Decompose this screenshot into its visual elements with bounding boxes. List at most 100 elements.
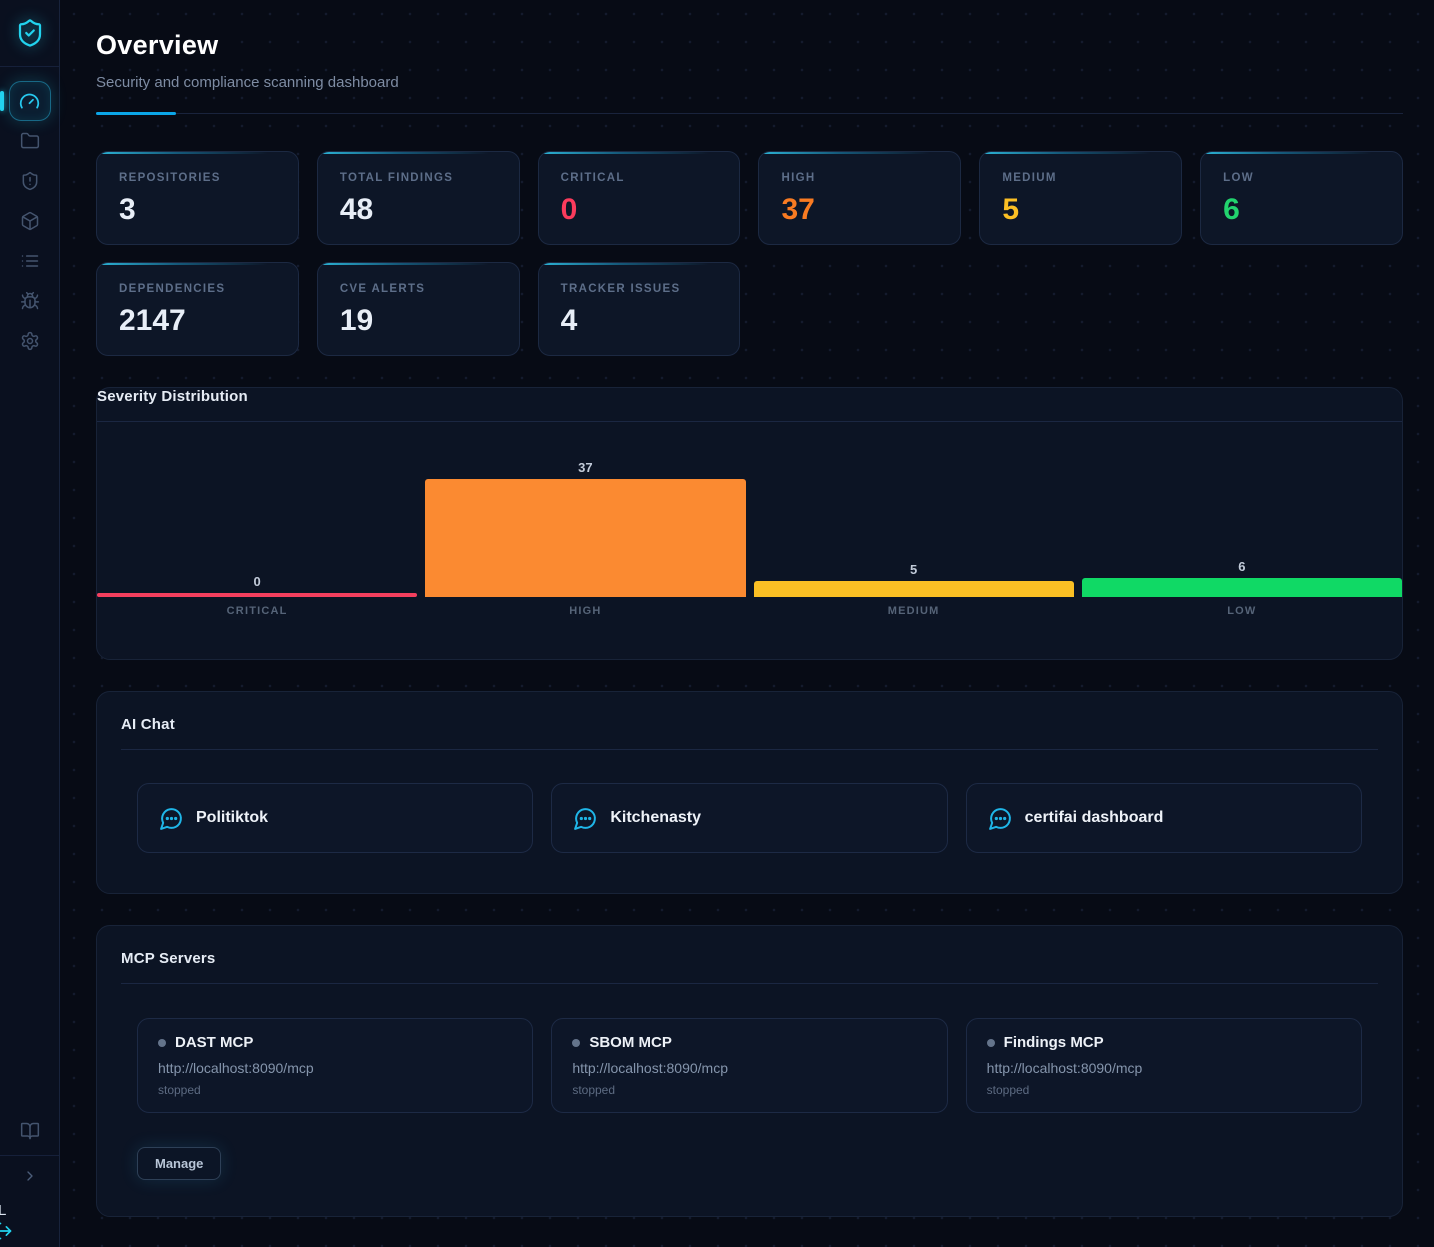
server-status-dot <box>572 1038 581 1047</box>
panel-divider <box>97 421 1402 422</box>
category-label-low: LOW <box>1227 605 1257 617</box>
logout-button[interactable] <box>0 1221 59 1247</box>
bar-value-label: 6 <box>1238 559 1246 574</box>
main-content: Overview Security and compliance scannin… <box>60 0 1434 1247</box>
stat-card-critical: CRITICAL 0 <box>537 151 741 245</box>
sidebar-item-repositories[interactable] <box>9 121 51 161</box>
server-name: DAST MCP <box>175 1034 254 1051</box>
page-subtitle: Security and compliance scanning dashboa… <box>96 74 399 91</box>
sidebar-item-bugs[interactable] <box>9 281 51 321</box>
stat-label: CRITICAL <box>560 172 625 184</box>
stat-label: HIGH <box>781 172 816 184</box>
server-status: stopped <box>572 1083 616 1097</box>
bar-column-low: 6 <box>1081 442 1402 597</box>
book-icon <box>20 1121 40 1141</box>
panel-divider <box>121 749 1378 750</box>
chevron-right-icon <box>22 1168 38 1184</box>
stat-card-total-findings: TOTAL FINDINGS 48 <box>316 151 520 245</box>
chat-card-kitchenasty[interactable]: Kitchenasty <box>551 783 948 853</box>
sidebar: L <box>0 0 60 1247</box>
server-name: SBOM MCP <box>589 1034 672 1051</box>
folder-icon <box>20 131 40 151</box>
stat-value: 5 <box>1002 193 1020 226</box>
category-label-medium: MEDIUM <box>887 605 940 617</box>
server-status: stopped <box>158 1083 201 1097</box>
stat-value: 3 <box>119 193 136 226</box>
bar-value-label: 0 <box>253 574 261 589</box>
mcp-servers-panel: MCP Servers DAST MCP http://localhost:80… <box>96 925 1403 1217</box>
chat-card-certifai-dashboard[interactable]: certifai dashboard <box>965 783 1362 853</box>
sidebar-collapse-button[interactable] <box>0 1155 59 1196</box>
chart-category-labels: CRITICAL HIGH MEDIUM LOW <box>97 605 1402 617</box>
chat-card-politiktok[interactable]: Politiktok <box>137 783 534 853</box>
logout-icon <box>0 1221 59 1241</box>
chat-bubble-icon <box>573 806 598 831</box>
chat-label: certifai dashboard <box>1024 809 1164 826</box>
chat-grid: Politiktok Kitchenasty c <box>137 783 1362 869</box>
sidebar-bottom-label: L <box>0 1202 7 1219</box>
stat-value: 19 <box>339 304 374 337</box>
bar-value-label: 5 <box>910 562 918 577</box>
bar-column-high: 37 <box>425 442 746 597</box>
app-logo <box>0 0 59 67</box>
chat-bubble-icon <box>159 806 184 831</box>
stat-value: 2147 <box>119 304 186 337</box>
stat-card-dependencies: DEPENDENCIES 2147 <box>96 262 299 356</box>
stat-label: CVE ALERTS <box>339 283 426 295</box>
stat-card-repositories: REPOSITORIES 3 <box>96 151 299 245</box>
panel-title: Severity Distribution <box>97 388 248 405</box>
docs-button[interactable] <box>0 1111 59 1155</box>
stats-grid: REPOSITORIES 3 TOTAL FINDINGS 48 CRITICA… <box>96 151 1403 356</box>
stat-value: 6 <box>1223 193 1240 226</box>
stat-card-high: HIGH 37 <box>758 151 962 245</box>
sidebar-item-dashboard[interactable] <box>0 81 51 121</box>
bug-icon <box>20 291 40 311</box>
shield-check-icon <box>15 18 45 48</box>
sidebar-item-findings-list[interactable] <box>9 241 51 281</box>
sidebar-bottom: L <box>0 1111 59 1247</box>
server-card-dast-mcp: DAST MCP http://localhost:8090/mcp stopp… <box>137 1018 534 1113</box>
list-icon <box>20 251 40 271</box>
title-divider <box>96 112 1403 115</box>
manage-button[interactable]: Manage <box>137 1147 222 1180</box>
stat-card-low: LOW 6 <box>1200 151 1403 245</box>
server-status-dot <box>158 1038 166 1047</box>
stat-label: MEDIUM <box>1002 172 1057 184</box>
stat-label: REPOSITORIES <box>119 172 221 184</box>
stat-label: TRACKER ISSUES <box>560 283 681 295</box>
stat-value: 0 <box>560 193 578 226</box>
stat-card-medium: MEDIUM 5 <box>979 151 1183 245</box>
bar-column-critical: 0 <box>97 442 418 597</box>
server-url: http://localhost:8090/mcp <box>986 1060 1143 1076</box>
server-grid: DAST MCP http://localhost:8090/mcp stopp… <box>137 1018 1362 1113</box>
bar-critical <box>97 593 418 597</box>
gauge-dashboard-icon <box>19 91 40 112</box>
server-status: stopped <box>986 1083 1030 1097</box>
page-title: Overview <box>96 30 219 60</box>
stat-card-tracker-issues: TRACKER ISSUES 4 <box>537 262 741 356</box>
bar-medium <box>753 581 1074 597</box>
sidebar-item-settings[interactable] <box>9 321 51 361</box>
bar-high <box>425 479 746 597</box>
bar-low <box>1081 578 1402 597</box>
stat-label: TOTAL FINDINGS <box>339 172 454 184</box>
sidebar-item-packages[interactable] <box>9 201 51 241</box>
bar-column-medium: 5 <box>753 442 1074 597</box>
server-status-dot <box>986 1038 995 1047</box>
sidebar-item-security[interactable] <box>9 161 51 201</box>
chat-label: Politiktok <box>196 809 269 826</box>
stat-label: LOW <box>1223 172 1254 184</box>
stat-value: 48 <box>339 193 374 226</box>
sidebar-nav <box>0 81 51 361</box>
stat-label: DEPENDENCIES <box>119 283 226 295</box>
server-card-sbom-mcp: SBOM MCP http://localhost:8090/mcp stopp… <box>551 1018 948 1113</box>
panel-title: AI Chat <box>121 716 175 733</box>
severity-distribution-panel: Severity Distribution 0 37 5 6 CRITICAL … <box>96 387 1403 660</box>
server-url: http://localhost:8090/mcp <box>572 1060 728 1076</box>
ai-chat-panel: AI Chat Politiktok Ki <box>96 691 1403 894</box>
server-card-findings-mcp: Findings MCP http://localhost:8090/mcp s… <box>965 1018 1362 1113</box>
category-label-high: HIGH <box>569 605 602 617</box>
panel-title: MCP Servers <box>121 950 216 967</box>
severity-bar-chart: 0 37 5 6 <box>97 442 1402 597</box>
stat-value: 4 <box>560 304 578 337</box>
